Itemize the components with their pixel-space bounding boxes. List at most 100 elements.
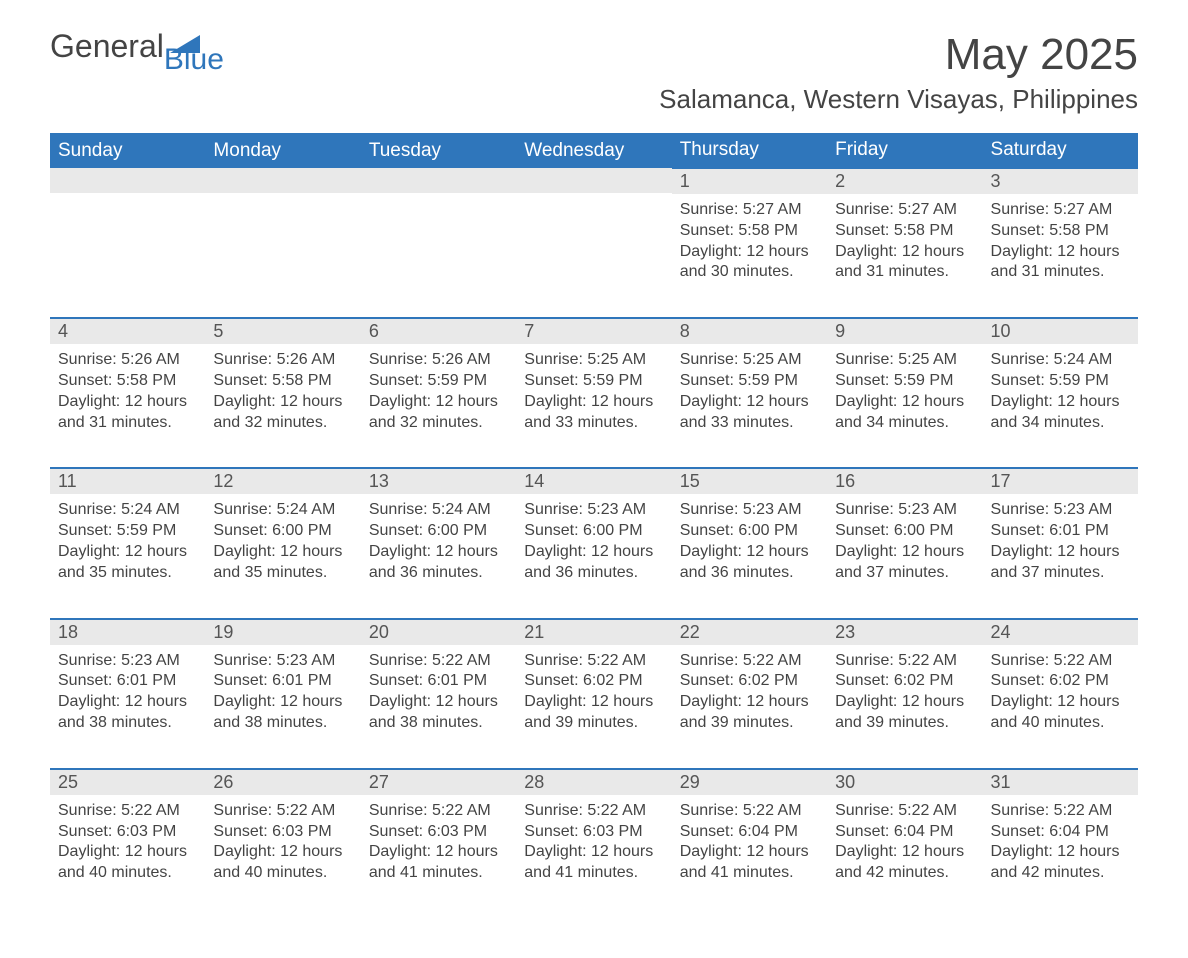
day-body: Sunrise: 5:22 AMSunset: 6:03 PMDaylight:… — [361, 795, 516, 918]
daylight-line: Daylight: 12 hours and 36 minutes. — [524, 542, 663, 584]
sunrise-value: 5:25 AM — [587, 351, 646, 368]
day-number: 19 — [205, 620, 360, 645]
day-body: Sunrise: 5:23 AMSunset: 6:00 PMDaylight:… — [672, 494, 827, 617]
daylight-line: Daylight: 12 hours and 35 minutes. — [213, 542, 352, 584]
sunset-label: Sunset: — [213, 672, 272, 689]
sunset-line: Sunset: 5:58 PM — [991, 221, 1130, 242]
day-number: 9 — [827, 319, 982, 344]
sunset-value: 5:59 PM — [738, 372, 798, 389]
sunset-label: Sunset: — [680, 222, 739, 239]
sunrise-line: Sunrise: 5:22 AM — [369, 801, 508, 822]
sunset-label: Sunset: — [58, 372, 117, 389]
calendar-cell: 13Sunrise: 5:24 AMSunset: 6:00 PMDayligh… — [361, 468, 516, 618]
calendar-week-row: 4Sunrise: 5:26 AMSunset: 5:58 PMDaylight… — [50, 318, 1138, 468]
daylight-line: Daylight: 12 hours and 32 minutes. — [369, 392, 508, 434]
day-number: 31 — [983, 770, 1138, 795]
sunrise-line: Sunrise: 5:24 AM — [369, 500, 508, 521]
day-number: 15 — [672, 469, 827, 494]
sunrise-line: Sunrise: 5:22 AM — [213, 801, 352, 822]
sunrise-label: Sunrise: — [835, 351, 898, 368]
sunrise-label: Sunrise: — [991, 802, 1054, 819]
calendar-week-row: 25 Sunrise: 5:22 AMSunset: 6:03 PMDayligh… — [50, 769, 1138, 918]
sunrise-value: 5:24 AM — [1054, 351, 1113, 368]
sunset-label: Sunset: — [835, 823, 894, 840]
sunset-label: Sunset: — [680, 823, 739, 840]
sunset-label: Sunset: — [524, 823, 583, 840]
sunset-value: 6:04 PM — [894, 823, 954, 840]
calendar-cell — [516, 168, 671, 318]
calendar-cell — [50, 168, 205, 318]
day-number: 12 — [205, 469, 360, 494]
sunrise-line: Sunrise: 5:22 AM — [680, 801, 819, 822]
day-number: 1 — [672, 169, 827, 194]
sunrise-line: Sunrise: 5:22 AM — [524, 801, 663, 822]
sunset-line: Sunset: 6:00 PM — [213, 521, 352, 542]
sunrise-value: 5:27 AM — [743, 201, 802, 218]
day-number: 25 — [50, 770, 205, 795]
day-number: 10 — [983, 319, 1138, 344]
sunset-value: 6:02 PM — [1049, 672, 1109, 689]
sunset-line: Sunset: 6:04 PM — [680, 822, 819, 843]
sunrise-line: Sunrise: 5:22 AM — [991, 651, 1130, 672]
sunrise-value: 5:27 AM — [898, 201, 957, 218]
daylight-line: Daylight: 12 hours and 38 minutes. — [369, 692, 508, 734]
daylight-line: Daylight: 12 hours and 41 minutes. — [369, 842, 508, 884]
daylight-line: Daylight: 12 hours and 38 minutes. — [58, 692, 197, 734]
header-row: General Blue May 2025 — [50, 30, 1138, 80]
sunrise-label: Sunrise: — [58, 351, 121, 368]
sunset-line: Sunset: 5:58 PM — [213, 371, 352, 392]
sunset-value: 5:59 PM — [428, 372, 488, 389]
day-body: Sunrise: 5:23 AMSunset: 6:01 PMDaylight:… — [205, 645, 360, 768]
sunset-label: Sunset: — [991, 672, 1050, 689]
sunset-value: 6:01 PM — [117, 672, 177, 689]
daylight-line: Daylight: 12 hours and 32 minutes. — [213, 392, 352, 434]
page-title: May 2025 — [945, 30, 1138, 80]
daylight-label: Daylight: — [835, 243, 902, 260]
calendar-cell: 7Sunrise: 5:25 AMSunset: 5:59 PMDaylight… — [516, 318, 671, 468]
sunset-line: Sunset: 6:04 PM — [991, 822, 1130, 843]
day-body: Sunrise: 5:27 AMSunset: 5:58 PMDaylight:… — [672, 194, 827, 317]
day-body: Sunrise: 5:22 AMSunset: 6:02 PMDaylight:… — [827, 645, 982, 768]
sunrise-value: 5:25 AM — [743, 351, 802, 368]
sunset-line: Sunset: 5:59 PM — [369, 371, 508, 392]
sunrise-label: Sunrise: — [680, 501, 743, 518]
calendar-page: General Blue May 2025 Salamanca, Western… — [0, 0, 1188, 958]
daylight-label: Daylight: — [524, 843, 591, 860]
sunset-label: Sunset: — [524, 522, 583, 539]
sunrise-label: Sunrise: — [991, 351, 1054, 368]
daylight-line: Daylight: 12 hours and 36 minutes. — [680, 542, 819, 584]
calendar-cell: 8Sunrise: 5:25 AMSunset: 5:59 PMDaylight… — [672, 318, 827, 468]
sunrise-line: Sunrise: 5:22 AM — [680, 651, 819, 672]
sunset-value: 6:00 PM — [894, 522, 954, 539]
daylight-label: Daylight: — [835, 843, 902, 860]
day-number-empty — [205, 168, 360, 193]
calendar-cell: 17Sunrise: 5:23 AMSunset: 6:01 PMDayligh… — [983, 468, 1138, 618]
sunset-label: Sunset: — [835, 672, 894, 689]
day-body: Sunrise: 5:27 AMSunset: 5:58 PMDaylight:… — [827, 194, 982, 317]
sunrise-line: Sunrise: 5:23 AM — [680, 500, 819, 521]
sunset-value: 6:02 PM — [738, 672, 798, 689]
sunrise-line: Sunrise: 5:24 AM — [58, 500, 197, 521]
day-body: Sunrise: 5:22 AMSunset: 6:02 PMDaylight:… — [672, 645, 827, 768]
day-body: Sunrise: 5:23 AMSunset: 6:00 PMDaylight:… — [827, 494, 982, 617]
daylight-line: Daylight: 12 hours and 40 minutes. — [213, 842, 352, 884]
sunset-label: Sunset: — [58, 823, 117, 840]
daylight-line: Daylight: 12 hours and 34 minutes. — [991, 392, 1130, 434]
sunset-value: 6:04 PM — [1049, 823, 1109, 840]
calendar-cell: 9Sunrise: 5:25 AMSunset: 5:59 PMDaylight… — [827, 318, 982, 468]
sunset-line: Sunset: 6:04 PM — [835, 822, 974, 843]
sunrise-value: 5:25 AM — [898, 351, 957, 368]
sunset-line: Sunset: 5:59 PM — [835, 371, 974, 392]
sunset-line: Sunset: 6:00 PM — [680, 521, 819, 542]
sunrise-label: Sunrise: — [213, 351, 276, 368]
sunrise-label: Sunrise: — [991, 201, 1054, 218]
sunset-value: 6:00 PM — [583, 522, 643, 539]
sunset-label: Sunset: — [213, 522, 272, 539]
sunset-value: 5:58 PM — [272, 372, 332, 389]
daylight-line: Daylight: 12 hours and 41 minutes. — [680, 842, 819, 884]
day-body: Sunrise: 5:27 AMSunset: 5:58 PMDaylight:… — [983, 194, 1138, 317]
sunset-label: Sunset: — [58, 672, 117, 689]
sunrise-label: Sunrise: — [213, 802, 276, 819]
calendar-cell: 25Sunrise: 5:22 AMSunset: 6:03 PMDayligh… — [50, 769, 205, 918]
calendar-cell: 10Sunrise: 5:24 AMSunset: 5:59 PMDayligh… — [983, 318, 1138, 468]
